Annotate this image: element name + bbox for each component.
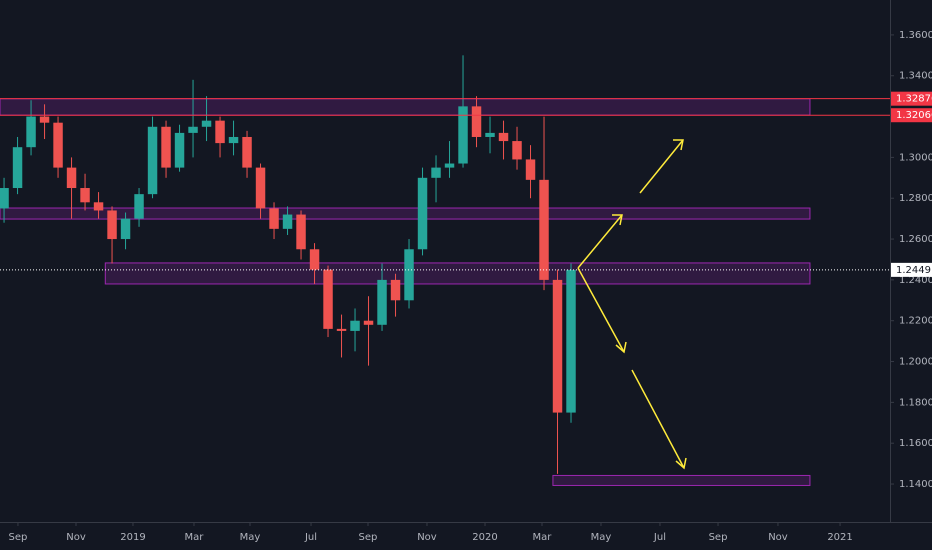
x-tick-label: Nov — [66, 532, 86, 543]
candle-body — [255, 167, 266, 209]
candle-body — [161, 126, 171, 168]
candle-body — [0, 188, 9, 209]
y-tick-label: 1.14000 — [899, 479, 932, 490]
x-tick-label: Mar — [185, 532, 205, 543]
x-tick-label: May — [591, 532, 612, 543]
candle-body — [80, 188, 90, 203]
candle-body — [485, 132, 495, 137]
candle-body — [174, 132, 185, 168]
candle-body — [242, 136, 252, 168]
candle-body — [323, 269, 333, 329]
y-tick-label: 1.22000 — [899, 316, 932, 327]
axes: 1.360001.340001.320001.300001.280001.260… — [9, 30, 932, 543]
candle-body — [444, 163, 455, 168]
x-tick-label: Sep — [709, 532, 728, 543]
y-tick-label: 1.34000 — [899, 71, 932, 82]
candle-body — [296, 214, 306, 250]
candle-body — [93, 202, 104, 211]
x-tick-label: Jul — [653, 532, 666, 543]
candle-body — [309, 249, 320, 270]
candle-body — [53, 122, 63, 168]
x-tick-label: 2019 — [120, 532, 145, 543]
price-label: 1.24491 — [896, 265, 932, 276]
annotation-arrows — [577, 139, 687, 470]
x-tick-label: Mar — [533, 532, 553, 543]
x-tick-label: Nov — [417, 532, 437, 543]
candle-body — [201, 120, 212, 127]
candle-body — [336, 328, 347, 331]
candle-body — [431, 167, 441, 178]
candle-body — [228, 136, 239, 144]
arrow-head — [675, 457, 687, 470]
candle-body — [269, 208, 279, 229]
price-label: 1.32876 — [896, 94, 932, 105]
candle-body — [498, 132, 509, 142]
zone — [104, 262, 811, 285]
price-label-box — [891, 108, 932, 123]
candle-body — [525, 159, 536, 180]
zone — [0, 207, 811, 220]
candle-body — [215, 120, 225, 144]
candle-body — [363, 320, 374, 325]
y-tick-label: 1.18000 — [899, 397, 932, 408]
x-tick-label: Nov — [768, 532, 788, 543]
candle-body — [12, 147, 23, 189]
price-label-box — [891, 91, 932, 106]
candle-body — [39, 116, 50, 123]
arrow — [577, 214, 623, 269]
candle-body — [282, 214, 293, 229]
x-tick-label: Jul — [304, 532, 317, 543]
candle-body — [188, 126, 198, 133]
candle-body — [404, 249, 414, 301]
y-tick-label: 1.28000 — [899, 193, 932, 204]
candle-body — [552, 279, 563, 413]
candle-body — [566, 269, 576, 413]
arrow-head — [612, 214, 623, 226]
arrow-head — [673, 139, 684, 151]
candle-body — [147, 126, 158, 195]
candle-body — [458, 106, 468, 164]
y-tick-label: 1.30000 — [899, 152, 932, 163]
arrow — [639, 139, 684, 194]
price-label: 1.32066 — [896, 110, 932, 121]
candle-body — [134, 194, 144, 219]
x-tick-label: 2021 — [827, 532, 852, 543]
candle-body — [471, 106, 482, 137]
candle-body — [66, 167, 77, 189]
y-tick-label: 1.16000 — [899, 438, 932, 449]
candle-body — [350, 320, 360, 331]
y-tick-label: 1.24000 — [899, 275, 932, 286]
zone — [552, 474, 811, 486]
candle-body — [417, 177, 428, 250]
x-tick-label: 2020 — [472, 532, 497, 543]
price-label-box — [891, 262, 932, 277]
y-tick-label: 1.26000 — [899, 234, 932, 245]
y-tick-label: 1.36000 — [899, 30, 932, 41]
candle-body — [120, 218, 131, 240]
candle-body — [390, 279, 401, 301]
arrow — [631, 369, 685, 469]
x-tick-label: May — [240, 532, 261, 543]
arrow — [577, 267, 625, 353]
candle-body — [107, 210, 117, 240]
y-tick-label: 1.20000 — [899, 357, 932, 368]
zone — [0, 98, 811, 116]
plot-area — [0, 55, 890, 486]
x-tick-label: Sep — [9, 532, 28, 543]
candle-body — [539, 179, 549, 280]
candle-body — [26, 116, 36, 148]
arrow-head — [615, 341, 627, 354]
candle-body — [512, 141, 522, 160]
x-tick-label: Sep — [359, 532, 378, 543]
candle-body — [377, 279, 387, 325]
